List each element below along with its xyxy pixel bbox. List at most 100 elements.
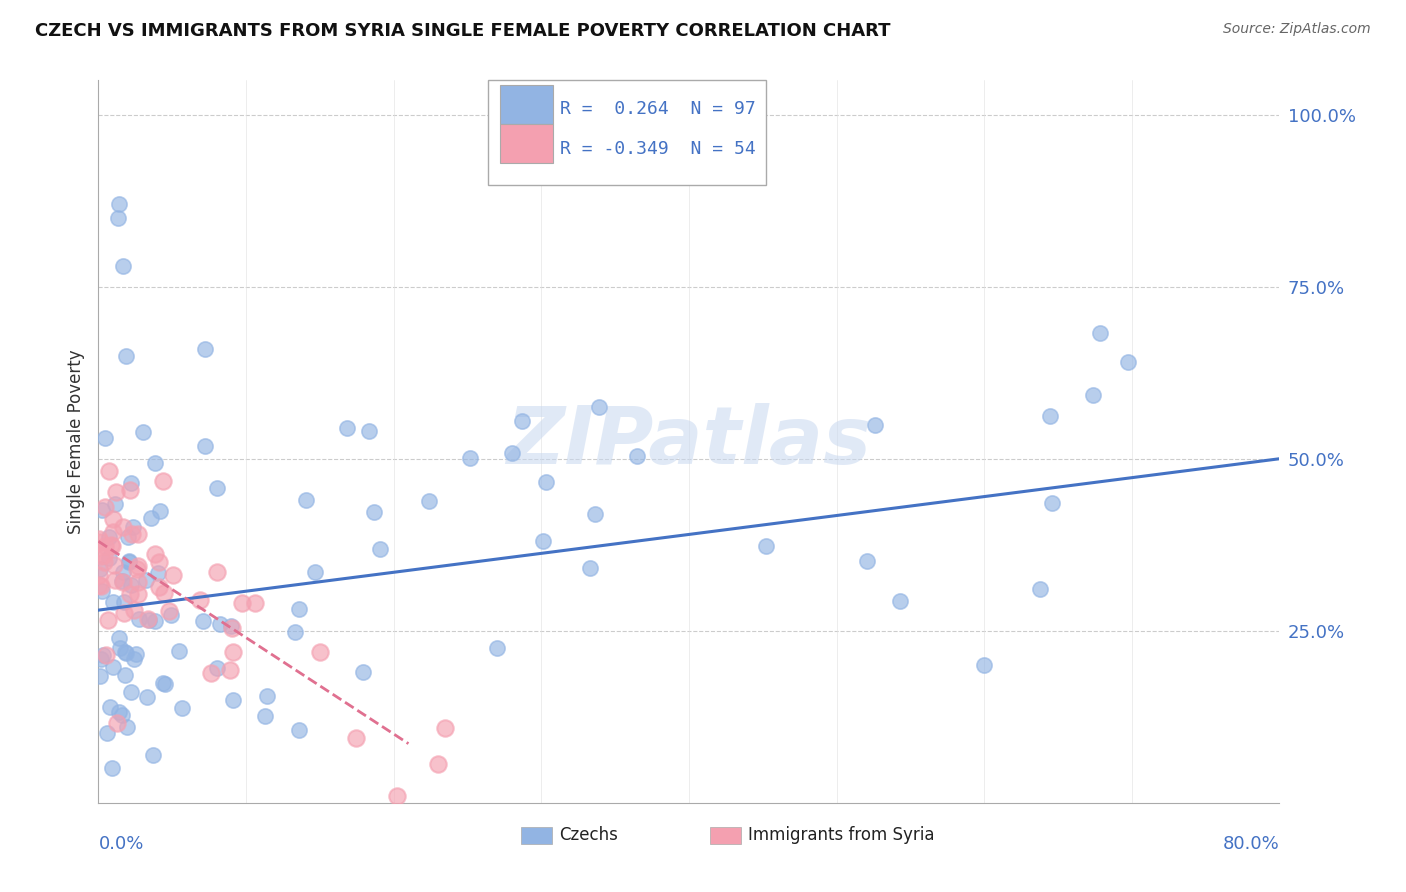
Point	[188, 592, 211, 607]
Point	[1083, 387, 1105, 401]
Point	[626, 449, 648, 463]
Point	[94, 431, 117, 445]
Point	[295, 493, 318, 508]
Point	[221, 621, 243, 635]
Point	[122, 603, 145, 617]
Point	[90, 549, 112, 563]
Point	[89, 578, 111, 592]
Point	[97, 613, 120, 627]
Point	[101, 539, 124, 553]
FancyBboxPatch shape	[488, 80, 766, 185]
Text: ZIPatlas: ZIPatlas	[506, 402, 872, 481]
Point	[127, 527, 149, 541]
Point	[219, 663, 242, 677]
Point	[141, 511, 163, 525]
Point	[304, 565, 326, 579]
Point	[152, 675, 174, 690]
Point	[128, 612, 150, 626]
Point	[132, 425, 155, 439]
Point	[121, 520, 143, 534]
Point	[1088, 326, 1111, 341]
Point	[94, 648, 117, 663]
Point	[121, 527, 143, 541]
Point	[115, 349, 138, 363]
Point	[143, 548, 166, 562]
Text: 0.0%: 0.0%	[98, 835, 143, 854]
Point	[336, 421, 359, 435]
Point	[115, 720, 138, 734]
Point	[112, 565, 135, 579]
Point	[309, 645, 332, 659]
Point	[149, 503, 172, 517]
Point	[89, 567, 111, 582]
Point	[167, 644, 190, 658]
Point	[117, 530, 139, 544]
Point	[122, 652, 145, 666]
Point	[418, 494, 440, 508]
Point	[162, 568, 184, 582]
Point	[194, 439, 217, 453]
Point	[118, 555, 141, 569]
Point	[243, 596, 266, 610]
Point	[118, 554, 141, 568]
Point	[98, 550, 121, 565]
Y-axis label: Single Female Poverty: Single Female Poverty	[66, 350, 84, 533]
Point	[112, 595, 135, 609]
Point	[91, 648, 114, 662]
Point	[157, 604, 180, 618]
FancyBboxPatch shape	[501, 85, 553, 124]
Point	[104, 484, 127, 499]
Point	[107, 197, 129, 211]
Point	[89, 669, 111, 683]
Point	[125, 562, 148, 576]
Point	[93, 548, 115, 562]
Point	[531, 533, 554, 548]
Point	[127, 575, 149, 590]
Point	[254, 709, 277, 723]
Point	[1116, 355, 1139, 369]
Point	[588, 401, 610, 415]
Text: Immigrants from Syria: Immigrants from Syria	[748, 826, 935, 845]
Point	[363, 505, 385, 519]
Point	[118, 483, 141, 497]
Point	[89, 562, 111, 576]
Point	[284, 625, 307, 640]
Point	[93, 555, 115, 569]
Point	[288, 602, 311, 616]
Point	[209, 617, 232, 632]
Point	[127, 559, 149, 574]
Point	[231, 596, 253, 610]
Text: 80.0%: 80.0%	[1223, 835, 1279, 854]
Point	[148, 580, 170, 594]
Point	[387, 789, 409, 803]
Point	[97, 530, 120, 544]
Point	[138, 613, 160, 627]
Point	[159, 608, 181, 623]
Point	[352, 665, 374, 680]
Point	[127, 587, 149, 601]
Point	[103, 558, 125, 573]
Text: Source: ZipAtlas.com: Source: ZipAtlas.com	[1223, 22, 1371, 37]
Point	[148, 566, 170, 580]
Point	[205, 565, 228, 579]
Point	[112, 574, 135, 589]
Point	[142, 748, 165, 763]
Point	[90, 584, 112, 599]
Point	[207, 660, 229, 674]
Point	[120, 685, 142, 699]
Text: CZECH VS IMMIGRANTS FROM SYRIA SINGLE FEMALE POVERTY CORRELATION CHART: CZECH VS IMMIGRANTS FROM SYRIA SINGLE FE…	[35, 22, 890, 40]
Text: Czechs: Czechs	[560, 826, 617, 845]
Point	[91, 503, 114, 517]
FancyBboxPatch shape	[710, 827, 741, 844]
Point	[205, 481, 228, 495]
Point	[193, 614, 215, 628]
Point	[194, 342, 217, 356]
Point	[111, 707, 134, 722]
Point	[136, 690, 159, 704]
Point	[485, 641, 508, 656]
Point	[973, 657, 995, 672]
Point	[155, 677, 177, 691]
Point	[112, 520, 135, 534]
Point	[501, 446, 523, 460]
Point	[579, 561, 602, 575]
